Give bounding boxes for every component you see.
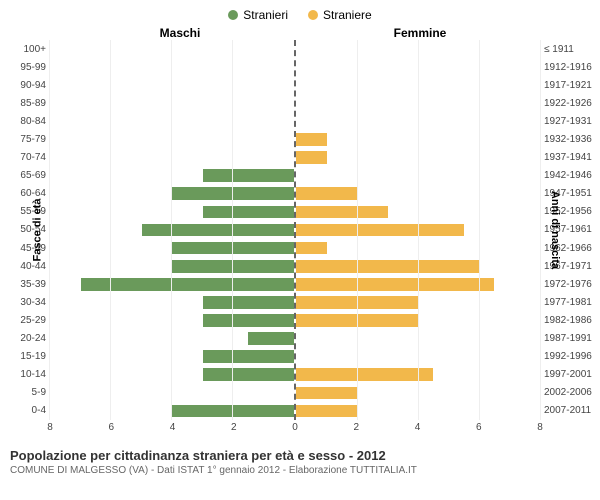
bar-male (203, 169, 295, 182)
bar-female (296, 224, 464, 237)
birth-label: 1932-1936 (544, 130, 600, 148)
x-tick: 8 (537, 422, 543, 433)
birth-label: 2007-2011 (544, 402, 600, 420)
age-label: 35-39 (0, 275, 46, 293)
age-label: 75-79 (0, 130, 46, 148)
age-label: 70-74 (0, 149, 46, 167)
age-label: 10-14 (0, 366, 46, 384)
legend-dot-female (308, 10, 318, 20)
plot-female (296, 40, 540, 420)
plot-male (50, 40, 296, 420)
legend-label-female: Straniere (323, 8, 372, 22)
chart-subtitle: COMUNE DI MALGESSO (VA) - Dati ISTAT 1° … (10, 465, 590, 476)
bar-female (296, 133, 327, 146)
birth-label: 1942-1946 (544, 167, 600, 185)
x-tick: 6 (108, 422, 114, 433)
age-label: 5-9 (0, 384, 46, 402)
birth-label: 1997-2001 (544, 366, 600, 384)
legend-item-female: Straniere (308, 8, 372, 22)
bar-male (248, 332, 294, 345)
birth-label: 1982-1986 (544, 311, 600, 329)
age-label: 95-99 (0, 58, 46, 76)
age-label: 20-24 (0, 330, 46, 348)
legend: Stranieri Straniere (0, 0, 600, 26)
column-headers: Maschi Femmine (0, 26, 600, 40)
bar-female (296, 387, 357, 400)
bar-male (203, 206, 295, 219)
bar-female (296, 187, 357, 200)
birth-label: 1917-1921 (544, 76, 600, 94)
birth-label: 1922-1926 (544, 94, 600, 112)
bar-female (296, 206, 388, 219)
bar-male (203, 314, 295, 327)
chart-footer: Popolazione per cittadinanza straniera p… (0, 440, 600, 476)
birth-label: 2002-2006 (544, 384, 600, 402)
bar-female (296, 405, 357, 418)
birth-label: 1937-1941 (544, 149, 600, 167)
bar-male (142, 224, 295, 237)
age-label: 80-84 (0, 112, 46, 130)
bar-female (296, 242, 327, 255)
age-label: 100+ (0, 40, 46, 58)
bar-male (172, 187, 294, 200)
age-label: 30-34 (0, 293, 46, 311)
bar-female (296, 368, 433, 381)
birth-label: ≤ 1911 (544, 40, 600, 58)
bar-male (203, 350, 295, 363)
birth-label: 1927-1931 (544, 112, 600, 130)
age-label: 15-19 (0, 348, 46, 366)
bar-male (81, 278, 295, 291)
plot-area (50, 40, 540, 420)
age-label: 85-89 (0, 94, 46, 112)
x-tick: 2 (353, 422, 359, 433)
bar-male (172, 242, 294, 255)
birth-label: 1912-1916 (544, 58, 600, 76)
bar-female (296, 278, 494, 291)
x-axis: 02468 2468 (0, 420, 600, 440)
bar-female (296, 151, 327, 164)
x-tick: 2 (231, 422, 237, 433)
y-axis-title-left: Fasce di età (31, 199, 43, 262)
bar-male (172, 260, 294, 273)
y-axis-title-right: Anni di nascita (549, 191, 561, 269)
x-tick: 4 (170, 422, 176, 433)
chart-title: Popolazione per cittadinanza straniera p… (10, 448, 590, 463)
x-tick: 8 (47, 422, 53, 433)
header-female: Femmine (300, 26, 600, 40)
age-label: 25-29 (0, 311, 46, 329)
birth-label: 1992-1996 (544, 348, 600, 366)
birth-label: 1972-1976 (544, 275, 600, 293)
age-label: 0-4 (0, 402, 46, 420)
birth-label: 1987-1991 (544, 330, 600, 348)
age-label: 65-69 (0, 167, 46, 185)
bar-female (296, 260, 479, 273)
population-pyramid-chart: Stranieri Straniere Maschi Femmine Fasce… (0, 0, 600, 500)
x-tick: 4 (415, 422, 421, 433)
legend-label-male: Stranieri (243, 8, 288, 22)
legend-dot-male (228, 10, 238, 20)
age-label: 90-94 (0, 76, 46, 94)
legend-item-male: Stranieri (228, 8, 288, 22)
birth-label: 1977-1981 (544, 293, 600, 311)
bar-male (203, 296, 295, 309)
bar-male (203, 368, 295, 381)
x-tick: 6 (476, 422, 482, 433)
header-male: Maschi (0, 26, 300, 40)
bar-male (172, 405, 294, 418)
